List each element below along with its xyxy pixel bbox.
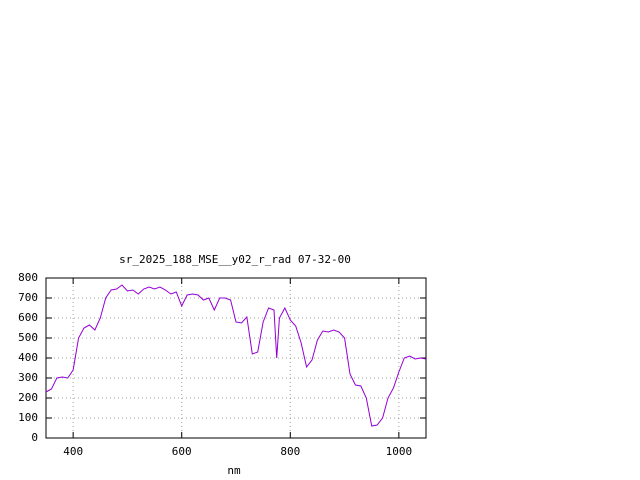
y-tick-label: 500 [18, 331, 38, 344]
x-tick-label: 1000 [386, 445, 413, 458]
y-tick-label: 300 [18, 371, 38, 384]
y-tick-label: 200 [18, 391, 38, 404]
x-tick-label: 600 [172, 445, 192, 458]
y-tick-label: 400 [18, 351, 38, 364]
x-axis-label: nm [227, 464, 241, 477]
x-tick-label: 800 [280, 445, 300, 458]
y-tick-label: 700 [18, 291, 38, 304]
x-tick-label: 400 [63, 445, 83, 458]
data-line [45, 284, 427, 427]
y-tick-label: 0 [31, 431, 38, 444]
y-tick-label: 600 [18, 311, 38, 324]
plot-frame [45, 277, 427, 439]
chart-title: sr_2025_188_MSE__y02_r_rad 07-32-00 [119, 253, 351, 266]
y-tick-label: 800 [18, 271, 38, 284]
y-tick-label: 100 [18, 411, 38, 424]
